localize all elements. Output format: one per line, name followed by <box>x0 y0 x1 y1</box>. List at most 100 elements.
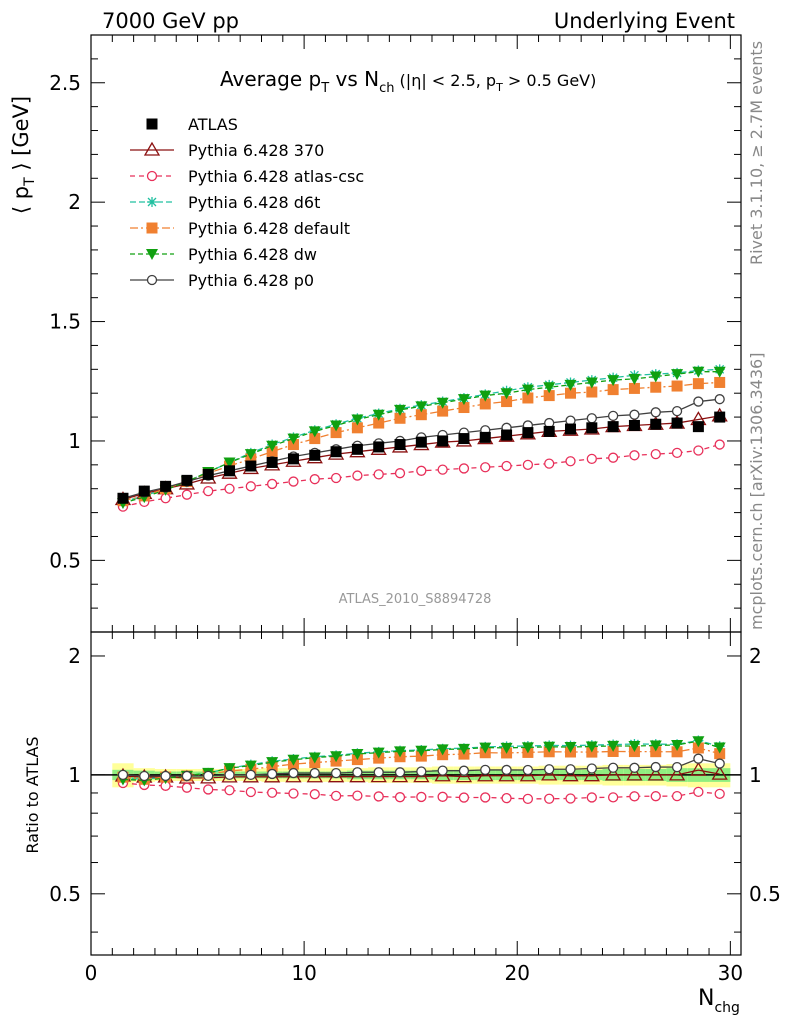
data-point <box>649 371 662 383</box>
ratio-point <box>458 792 470 803</box>
ratio-point <box>477 767 494 782</box>
data-point <box>266 456 278 468</box>
ratio-point <box>181 782 193 793</box>
data-point <box>245 460 257 472</box>
main-panel: 0.5 1 1.5 2 2.5 <box>49 34 742 633</box>
ratio-point <box>455 768 473 783</box>
ratio-point <box>224 785 235 796</box>
legend-label: Pythia 6.428 dw <box>188 245 317 264</box>
ratio-point <box>607 792 619 803</box>
ratio-point <box>288 788 299 799</box>
ratio-point <box>330 767 342 779</box>
legend-label: Pythia 6.428 default <box>188 219 350 238</box>
ratio-point <box>181 770 193 782</box>
ratio-point <box>372 747 385 759</box>
data-point <box>373 469 384 480</box>
data-point <box>181 474 193 486</box>
ratio-point <box>671 761 683 773</box>
ratio-point <box>564 742 577 754</box>
legend-marker <box>143 141 161 156</box>
ratio-panel: 0 10 20 30 0.5 0.5 1 1 2 2 <box>49 631 781 985</box>
data-point <box>692 421 704 433</box>
ratio-point <box>373 791 384 802</box>
ratio-point <box>480 792 491 803</box>
data-point <box>457 394 470 406</box>
ratio-point <box>223 763 236 775</box>
data-point <box>352 470 363 481</box>
legend-item-default: Pythia 6.428 default <box>130 219 350 238</box>
data-point <box>628 382 640 394</box>
ratio-point <box>650 791 661 802</box>
data-point <box>373 441 385 453</box>
ratio-point <box>629 762 640 773</box>
data-point <box>330 420 343 432</box>
ratio-point <box>647 766 664 781</box>
y-tick-label: 1 <box>68 429 81 453</box>
data-point <box>458 402 470 414</box>
ratio-point <box>668 766 686 781</box>
data-point <box>351 414 364 426</box>
ratio-point <box>287 754 300 766</box>
x-axis-label: Nchg <box>698 986 740 1016</box>
ratio-point <box>498 767 515 782</box>
ratio-point <box>714 748 726 760</box>
legend-marker <box>146 118 158 130</box>
series-line <box>122 368 720 503</box>
data-point <box>458 463 470 474</box>
data-point <box>415 409 427 421</box>
data-point <box>629 409 640 420</box>
data-point <box>713 366 726 378</box>
data-point <box>671 447 683 459</box>
ratio-point <box>543 741 556 753</box>
ratio-point <box>373 767 384 778</box>
ratio-y-tick-label-right: 1 <box>749 763 762 787</box>
header-right: Underlying Event <box>554 9 735 33</box>
legend-label: Pythia 6.428 p0 <box>188 271 314 290</box>
data-point <box>117 492 129 504</box>
ratio-point <box>437 765 448 776</box>
ratio-point <box>671 746 683 758</box>
data-point <box>650 418 662 430</box>
data-point <box>543 382 556 394</box>
data-point <box>714 394 725 405</box>
data-point <box>521 384 534 396</box>
data-point <box>394 404 407 416</box>
x-tick-label: 10 <box>291 961 316 985</box>
data-point <box>436 397 449 409</box>
ratio-point <box>604 766 622 781</box>
data-point <box>500 388 513 400</box>
data-point <box>244 449 257 461</box>
data-point <box>671 417 683 429</box>
y-tick-label: 2.5 <box>49 71 81 95</box>
x-tick-label: 20 <box>505 961 530 985</box>
mcplots-text: mcplots.cern.ch [arXiv:1306.3436] <box>747 353 766 630</box>
ratio-point <box>500 742 513 754</box>
ratio-point <box>203 770 214 782</box>
data-point <box>203 485 214 497</box>
ratio-point <box>629 791 640 802</box>
data-point <box>692 366 705 378</box>
ratio-point <box>541 766 558 781</box>
data-point <box>330 472 342 484</box>
data-point <box>650 448 661 460</box>
header-left: 7000 GeV pp <box>102 9 239 33</box>
data-point <box>138 485 150 497</box>
ratio-point <box>586 792 597 803</box>
legend-marker <box>146 170 158 182</box>
data-point <box>586 422 598 434</box>
data-point <box>714 411 726 423</box>
series-atlascsc <box>117 439 725 512</box>
data-point <box>224 483 235 494</box>
ratio-point <box>562 767 579 782</box>
data-point <box>437 405 449 417</box>
data-point <box>351 422 363 434</box>
data-point <box>650 381 662 393</box>
ratio-point <box>415 745 428 757</box>
legend-label: Pythia 6.428 d6t <box>188 193 320 212</box>
legend-item-p0: Pythia 6.428 p0 <box>130 271 314 290</box>
chart-title: Average pT vs Nch (|η| < 2.5, pT > 0.5 G… <box>220 67 596 96</box>
ratio-point <box>394 767 406 778</box>
y-tick-label: 1.5 <box>49 310 81 334</box>
ratio-point <box>690 761 707 776</box>
ratio-point <box>501 764 512 776</box>
